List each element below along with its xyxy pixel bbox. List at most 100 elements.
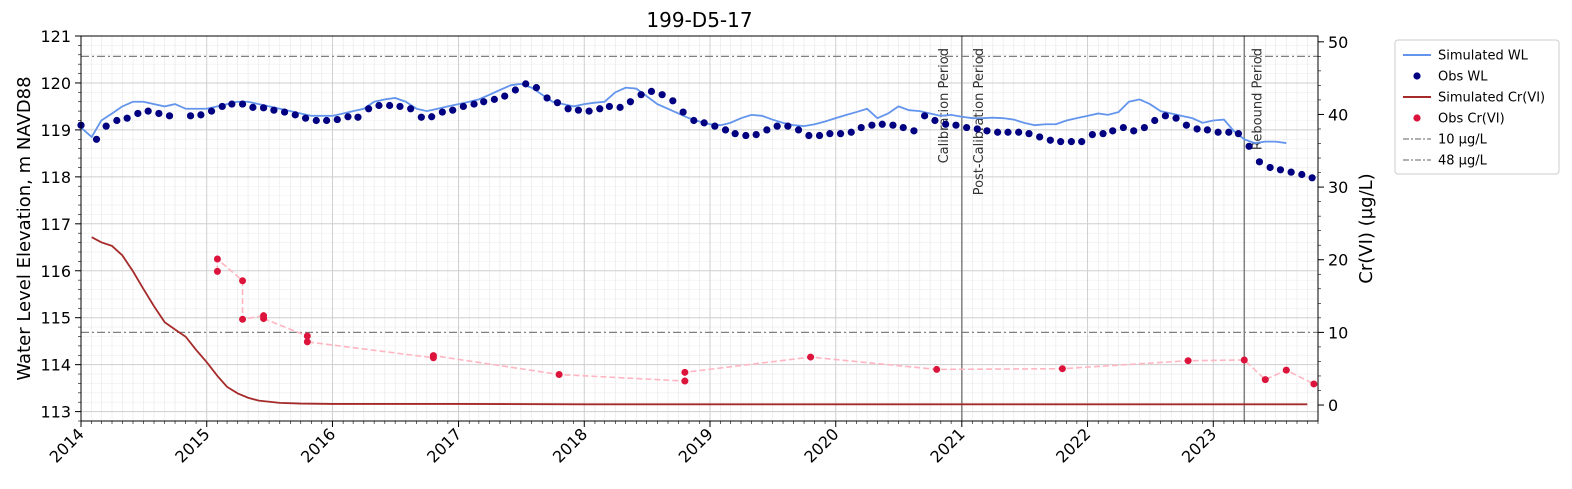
legend-label: Obs Cr(VI) xyxy=(1438,112,1505,127)
obs-wl-point xyxy=(470,100,478,108)
obs-wl-point xyxy=(784,122,792,130)
grid xyxy=(80,35,1319,422)
obs-wl-point xyxy=(333,115,341,124)
obs-wl-point xyxy=(596,105,604,113)
obs-wl-point xyxy=(396,102,404,111)
y2-tick-label: 20 xyxy=(1328,251,1348,270)
obs-crvi-point xyxy=(681,377,689,385)
chart-title: 199-D5-17 xyxy=(646,8,752,32)
period-label: Rebound Period xyxy=(1250,48,1265,150)
x-tick-label: 2015 xyxy=(171,424,213,466)
obs-wl-point xyxy=(238,100,247,108)
obs-wl-point xyxy=(1287,168,1295,176)
obs-wl-point xyxy=(1172,114,1180,122)
obs-wl-point xyxy=(1298,170,1306,179)
obs-wl-point xyxy=(878,120,886,128)
obs-wl-point xyxy=(1109,127,1117,135)
obs-wl-point xyxy=(994,128,1002,136)
obs-wl-point xyxy=(1088,130,1096,139)
obs-crvi-point xyxy=(303,332,311,340)
obs-wl-point xyxy=(899,123,907,132)
obs-wl-point xyxy=(564,105,572,113)
obs-wl-point xyxy=(428,113,436,121)
legend-label: Obs WL xyxy=(1438,70,1488,85)
y2-axis-label: Cr(VI) (µg/L) xyxy=(1356,173,1377,283)
legend-label: 48 µg/L xyxy=(1438,154,1488,169)
obs-wl-point xyxy=(291,111,299,119)
obs-crvi-point xyxy=(239,277,247,285)
obs-wl-point xyxy=(847,128,855,136)
y-tick-label: 116 xyxy=(40,262,71,281)
obs-crvi-point xyxy=(1310,380,1318,388)
obs-crvi-point xyxy=(239,315,247,323)
obs-wl-point xyxy=(647,87,656,96)
x-tick-label: 2019 xyxy=(675,424,717,466)
obs-wl-point xyxy=(963,123,971,132)
obs-wl-point xyxy=(669,97,677,105)
y-tick-label: 120 xyxy=(40,74,71,93)
obs-wl-point xyxy=(207,107,216,115)
y-tick-label: 115 xyxy=(40,309,71,328)
axes: 2014 2015 2016 2017 2018 2019 2020 2021 2022 2023… xyxy=(40,27,1348,467)
period-label: Calibration Period xyxy=(937,48,952,163)
obs-wl-point xyxy=(501,92,509,100)
obs-wl-point xyxy=(1119,123,1127,132)
obs-wl-point xyxy=(1245,142,1253,150)
obs-wl-point xyxy=(773,122,781,130)
obs-wl-point xyxy=(1078,138,1086,146)
obs-crvi-point xyxy=(429,352,437,360)
obs-wl-point xyxy=(731,130,739,138)
obs-wl-point xyxy=(301,114,310,122)
obs-wl-point xyxy=(973,125,981,133)
obs-wl-point xyxy=(532,84,540,92)
obs-wl-point xyxy=(270,106,278,114)
obs-wl-point xyxy=(952,121,960,129)
obs-wl-point xyxy=(1140,123,1148,132)
obs-wl-point xyxy=(186,112,195,120)
obs-wl-point xyxy=(553,99,562,107)
x-tick-label: 2017 xyxy=(423,424,465,466)
obs-crvi-point xyxy=(213,267,221,275)
obs-wl-point xyxy=(1193,125,1201,133)
legend-swatch xyxy=(1413,72,1421,80)
obs-wl-point xyxy=(228,100,236,108)
obs-wl-point xyxy=(1130,127,1138,135)
obs-wl-point xyxy=(449,106,457,114)
legend-label: Simulated Cr(VI) xyxy=(1438,91,1545,106)
y2-tick-label: 50 xyxy=(1328,33,1348,52)
obs-crvi-point xyxy=(555,371,563,379)
obs-wl-point xyxy=(511,86,519,94)
obs-wl-point xyxy=(889,121,897,129)
obs-wl-point xyxy=(323,116,331,125)
y2-tick-label: 40 xyxy=(1328,105,1348,124)
x-tick-label: 2023 xyxy=(1178,424,1220,466)
obs-wl-point xyxy=(480,98,488,106)
obs-crvi-point xyxy=(1282,366,1290,374)
obs-wl-point xyxy=(1266,163,1274,172)
period-label: Post-Calibration Period xyxy=(972,48,987,195)
obs-wl-point xyxy=(144,107,152,115)
obs-wl-point xyxy=(721,126,730,134)
obs-wl-point xyxy=(197,111,205,119)
y2-tick-label: 10 xyxy=(1328,323,1348,342)
y-tick-label: 117 xyxy=(40,215,71,234)
obs-crvi-point xyxy=(213,255,221,263)
obs-wl-point xyxy=(1182,121,1191,129)
x-tick-label: 2014 xyxy=(46,424,88,466)
obs-wl-point xyxy=(123,114,131,122)
obs-wl-point xyxy=(805,131,813,140)
obs-wl-point xyxy=(1203,126,1212,134)
series-simulated-wl xyxy=(80,82,1287,144)
y-tick-label: 113 xyxy=(40,403,71,422)
obs-wl-point xyxy=(490,95,498,103)
obs-crvi-point xyxy=(1184,357,1192,365)
obs-wl-point xyxy=(365,105,373,113)
obs-wl-point xyxy=(826,130,834,138)
obs-wl-point xyxy=(910,127,918,135)
obs-wl-point xyxy=(1015,128,1023,136)
y-tick-label: 119 xyxy=(40,121,71,140)
legend-label: 10 µg/L xyxy=(1438,133,1488,148)
obs-wl-point xyxy=(942,120,950,128)
x-tick-label: 2018 xyxy=(549,424,591,466)
